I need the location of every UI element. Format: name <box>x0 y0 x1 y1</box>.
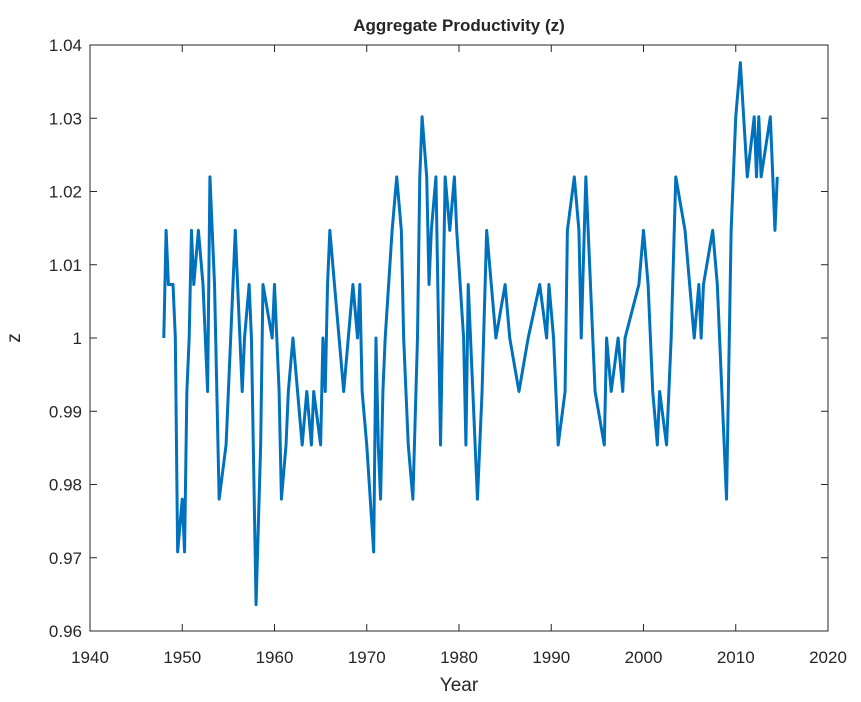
y-tick-label: 1 <box>73 329 82 348</box>
y-tick-label: 1.03 <box>49 109 82 128</box>
x-tick-label: 1950 <box>163 648 201 667</box>
x-tick-label: 1940 <box>71 648 109 667</box>
y-tick-label: 1.04 <box>49 36 82 55</box>
x-tick-label: 1990 <box>532 648 570 667</box>
y-tick-label: 1.01 <box>49 256 82 275</box>
x-axis-label: Year <box>440 675 479 696</box>
y-tick-label: 0.98 <box>49 476 82 495</box>
data-line <box>162 61 779 607</box>
x-tick-label: 1980 <box>440 648 478 667</box>
y-tick-label: 0.99 <box>49 402 82 421</box>
x-tick-label: 2020 <box>809 648 847 667</box>
x-tick-label: 2010 <box>717 648 755 667</box>
y-tick-label: 0.96 <box>49 622 82 641</box>
y-axis-label: z <box>4 333 25 343</box>
x-tick-label: 2000 <box>625 648 663 667</box>
plot-frame <box>89 44 829 632</box>
y-tick-label: 0.97 <box>49 549 82 568</box>
x-tick-label: 1960 <box>256 648 294 667</box>
x-tick-label: 1970 <box>348 648 386 667</box>
y-tick-label: 1.02 <box>49 183 82 202</box>
chart-title: Aggregate Productivity (z) <box>353 16 565 35</box>
